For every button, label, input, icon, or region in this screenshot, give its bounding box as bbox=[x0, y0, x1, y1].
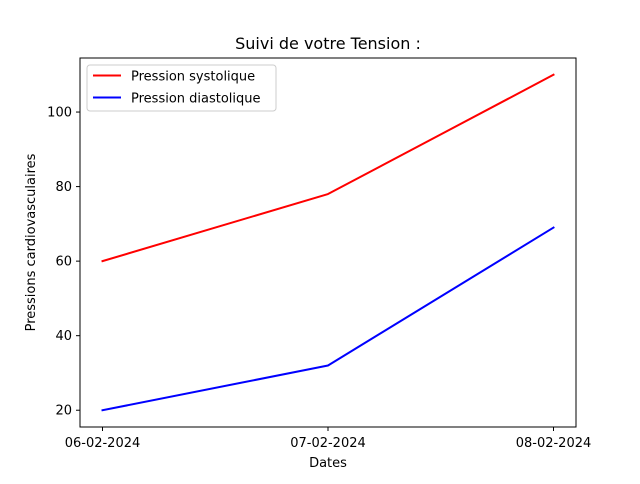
series-line-diastolic bbox=[101, 226, 555, 412]
y-tick-label: 80 bbox=[55, 180, 72, 195]
chart-title: Suivi de votre Tension : bbox=[235, 34, 421, 53]
y-tick-label: 100 bbox=[47, 106, 72, 121]
y-tick-label: 60 bbox=[55, 255, 72, 270]
y-axis-ticks: 20 40 60 80 100 bbox=[47, 106, 80, 419]
x-axis-label: Dates bbox=[309, 456, 347, 471]
x-tick-label: 08-02-2024 bbox=[516, 436, 592, 451]
x-tick-label: 06-02-2024 bbox=[65, 436, 141, 451]
y-tick-label: 40 bbox=[55, 329, 72, 344]
legend-label-diastolic: Pression diastolique bbox=[131, 92, 261, 107]
y-tick-label: 20 bbox=[55, 404, 72, 419]
legend-label-systolic: Pression systolique bbox=[131, 70, 255, 85]
plot-area-frame bbox=[79, 57, 577, 428]
y-axis-label: Pressions cardiovasculaires bbox=[24, 153, 39, 331]
legend: Pression systolique Pression diastolique bbox=[86, 64, 277, 112]
series-line-systolic bbox=[101, 73, 555, 263]
legend-box bbox=[86, 64, 277, 112]
series-lines bbox=[101, 73, 555, 412]
x-axis-ticks: 06-02-2024 07-02-2024 08-02-2024 bbox=[65, 427, 592, 451]
x-tick-label: 07-02-2024 bbox=[290, 436, 366, 451]
